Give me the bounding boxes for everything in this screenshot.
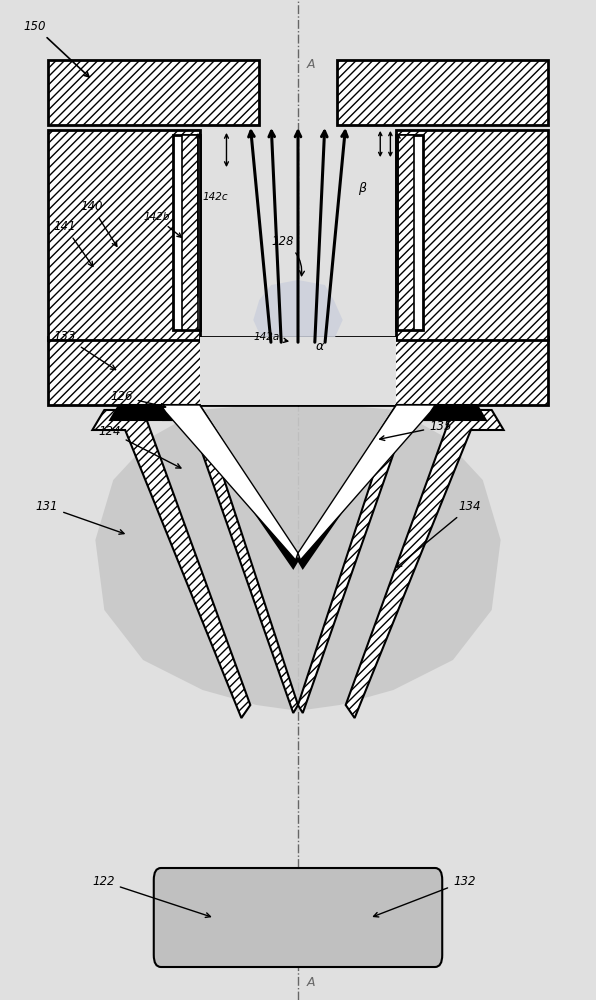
Bar [48,130,200,340]
Polygon shape [92,410,250,718]
Bar [200,337,396,405]
Text: 133: 133 [54,330,116,370]
Bar [173,135,200,330]
Polygon shape [298,405,435,560]
Bar [396,135,423,330]
Text: 142a: 142a [253,332,288,342]
Text: 141: 141 [54,220,93,266]
Text: A: A [307,58,315,72]
Text: 134: 134 [397,500,482,567]
Text: 122: 122 [92,875,210,917]
Text: 131: 131 [36,500,124,534]
Bar [398,135,414,330]
Bar [396,130,548,340]
Bar [48,60,259,125]
Polygon shape [298,405,434,713]
Text: 135: 135 [380,420,452,440]
Text: 128: 128 [271,235,305,276]
FancyBboxPatch shape [154,868,442,967]
Text: 132: 132 [374,875,476,917]
Polygon shape [95,405,501,712]
Polygon shape [162,405,298,713]
Text: 140: 140 [80,200,117,246]
Text: A: A [307,976,315,988]
Text: α: α [316,340,324,353]
Bar [182,135,198,330]
Polygon shape [161,405,298,560]
Text: β: β [358,182,365,195]
Bar [337,60,548,125]
Text: 142b: 142b [143,212,181,237]
Text: 124: 124 [98,425,181,468]
Polygon shape [253,280,343,355]
Text: 142c: 142c [203,192,228,202]
Polygon shape [346,410,504,718]
Polygon shape [110,405,298,568]
Bar [48,337,548,405]
Polygon shape [298,405,486,568]
Text: 150: 150 [24,20,89,77]
Text: 126: 126 [110,390,166,408]
